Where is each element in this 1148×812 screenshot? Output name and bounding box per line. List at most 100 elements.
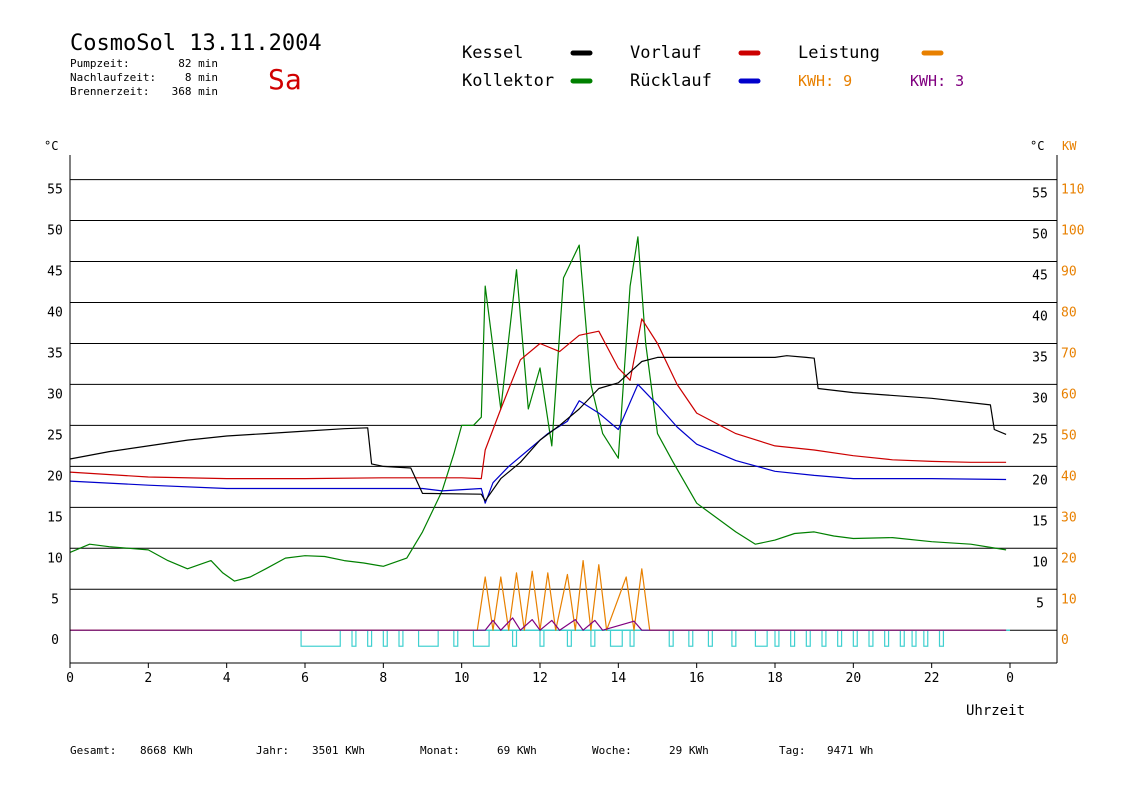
x-tick: 14 — [611, 671, 627, 686]
pump-interval — [688, 629, 694, 647]
pump-interval — [367, 629, 373, 647]
pump-interval — [923, 629, 929, 647]
x-axis-label: Uhrzeit — [966, 703, 1025, 719]
brenner-value: 368 min — [172, 85, 218, 98]
pump-interval — [805, 629, 811, 647]
y-tick-right-c: 55 — [1032, 187, 1048, 202]
pump-interval — [852, 629, 858, 647]
y-tick-right-c: 30 — [1032, 391, 1048, 406]
y-tick-right-kw: 50 — [1061, 428, 1077, 443]
x-tick: 0 — [1006, 671, 1014, 686]
footer-monat-label: Monat: — [420, 744, 460, 757]
x-tick: 6 — [301, 671, 309, 686]
series-kollektor — [69, 236, 1007, 582]
y-tick-right-kw: 110 — [1061, 183, 1084, 198]
footer-jahr-value: 3501 KWh — [312, 744, 365, 757]
x-tick: 12 — [532, 671, 548, 686]
y-tick-left: 55 — [47, 183, 63, 198]
pump-interval — [731, 629, 737, 647]
y-tick-right-c: 10 — [1032, 555, 1048, 570]
y-tick-left: 20 — [47, 469, 63, 484]
y-tick-right-kw: 100 — [1061, 224, 1084, 239]
y-tick-right-kw: 30 — [1061, 510, 1077, 525]
pump-interval — [629, 629, 635, 647]
footer-jahr-label: Jahr: — [256, 744, 289, 757]
pump-value: 82 min — [178, 57, 218, 70]
pump-interval — [300, 629, 341, 647]
pump-interval — [382, 629, 388, 647]
y-tick-right-c: 5 — [1036, 596, 1044, 611]
footer-woche-value: 29 KWh — [669, 744, 709, 757]
y-tick-right-kw: 60 — [1061, 387, 1077, 402]
pump-interval — [511, 629, 518, 647]
pump-intervals — [70, 629, 1010, 647]
y-tick-left: 25 — [47, 428, 63, 443]
right-unit: °C — [1030, 139, 1044, 153]
y-tick-right-c: 40 — [1032, 309, 1048, 324]
y-tick-right-kw: 40 — [1061, 469, 1077, 484]
x-tick: 16 — [689, 671, 705, 686]
right-unit-kw: KW — [1062, 139, 1077, 153]
pump-interval — [398, 629, 404, 647]
y-tick-right-kw: 0 — [1061, 633, 1069, 648]
series-leistung — [70, 559, 1007, 631]
legend-leistung: Leistung — [798, 43, 880, 63]
pump-interval — [417, 629, 439, 647]
footer-gesamt-label: Gesamt: — [70, 744, 116, 757]
y-tick-right-c: 25 — [1032, 432, 1048, 447]
y-tick-left: 40 — [47, 305, 63, 320]
y-tick-left: 0 — [51, 633, 59, 648]
footer-tag-value: 9471 Wh — [827, 744, 873, 757]
x-tick: 22 — [924, 671, 940, 686]
x-tick: 4 — [223, 671, 231, 686]
y-tick-right-c: 20 — [1032, 473, 1048, 488]
y-tick-left: 30 — [47, 387, 63, 402]
footer-tag-label: Tag: — [779, 744, 806, 757]
brenner-label: Brennerzeit: — [70, 85, 149, 98]
y-tick-left: 50 — [47, 224, 63, 239]
y-tick-right-kw: 10 — [1061, 592, 1077, 607]
pump-interval — [351, 629, 357, 647]
y-tick-right-kw: 70 — [1061, 346, 1077, 361]
x-tick: 20 — [846, 671, 862, 686]
pump-interval — [911, 629, 917, 647]
nachlauf-value: 8 min — [185, 71, 218, 84]
legend-kollektor: Kollektor — [462, 71, 554, 91]
y-tick-right-c: 35 — [1032, 350, 1048, 365]
series-kessel — [69, 355, 1007, 502]
pump-interval — [453, 629, 459, 647]
x-tick: 10 — [454, 671, 470, 686]
pump-interval — [609, 629, 623, 647]
series-vorlauf — [69, 318, 1007, 480]
pump-interval — [821, 629, 827, 647]
pump-interval — [868, 629, 874, 647]
y-tick-right-kw: 20 — [1061, 551, 1077, 566]
pump-interval — [938, 629, 945, 647]
axes: 0510152025303540455055510152025303540455… — [47, 155, 1084, 686]
pump-interval — [884, 629, 890, 647]
pump-interval — [774, 629, 780, 647]
legend-kwh1: KWH: 9 — [798, 72, 852, 90]
pump-interval — [539, 629, 545, 647]
pump-interval — [566, 629, 572, 647]
x-tick: 0 — [66, 671, 74, 686]
pump-interval — [590, 629, 596, 647]
y-tick-left: 45 — [47, 265, 63, 280]
footer-gesamt-value: 8668 KWh — [140, 744, 193, 757]
legend-kwh2: KWH: 3 — [910, 72, 964, 90]
legend-kessel: Kessel — [462, 43, 523, 63]
y-tick-left: 35 — [47, 346, 63, 361]
y-tick-right-c: 45 — [1032, 269, 1048, 284]
nachlauf-label: Nachlaufzeit: — [70, 71, 156, 84]
series-layer — [69, 236, 1007, 631]
series-kwh2 — [70, 617, 1007, 631]
pump-interval — [668, 629, 674, 647]
day-label: Sa — [268, 63, 302, 96]
chart-title: CosmoSol 13.11.2004 — [70, 31, 322, 56]
y-tick-right-kw: 90 — [1061, 265, 1077, 280]
pump-interval — [754, 629, 768, 647]
pump-interval — [899, 629, 905, 647]
grid — [70, 179, 1057, 631]
legend-ruecklauf: Rücklauf — [630, 71, 712, 91]
pump-interval — [837, 629, 843, 647]
